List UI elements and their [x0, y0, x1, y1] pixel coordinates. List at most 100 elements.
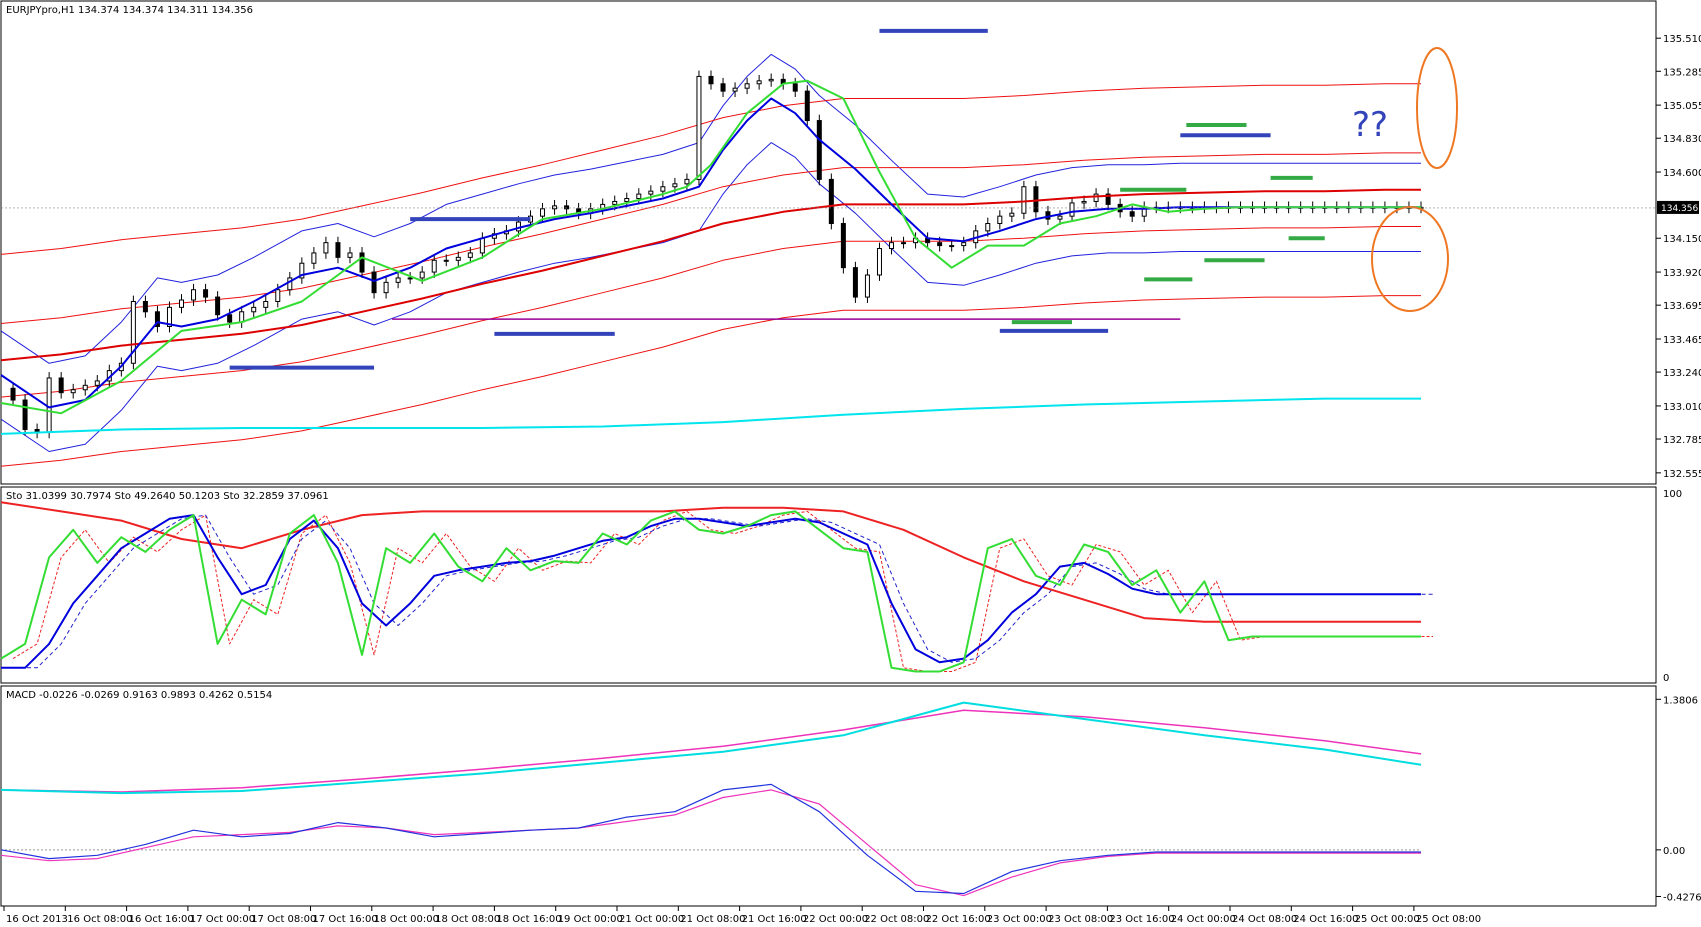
price-tick-label: 135.510 — [1663, 34, 1701, 45]
price-tick-label: 133.465 — [1663, 335, 1701, 346]
candle-body — [275, 289, 281, 302]
ma-long-line — [0, 397, 1421, 435]
candle-body — [383, 281, 389, 294]
candle-body — [142, 300, 148, 313]
red-band-0 — [0, 152, 1421, 324]
orange-ellipse-lower — [1371, 206, 1449, 312]
time-tick-label: 18 Oct 00:00 — [374, 914, 439, 925]
candle-body — [985, 223, 991, 232]
candle-body — [215, 296, 221, 316]
blue-band-lower — [0, 142, 1421, 452]
candle-body — [203, 289, 209, 298]
sto-mid-signal — [13, 514, 1433, 669]
candle-body — [997, 215, 1003, 225]
candle-body — [648, 190, 654, 195]
price-panel-frame — [0, 0, 1657, 485]
candle-body — [756, 80, 762, 85]
candle-body — [515, 221, 521, 232]
candle-body — [395, 277, 401, 283]
candle-body — [82, 384, 88, 391]
candle-body — [660, 186, 666, 192]
ma-mid-line — [0, 97, 1421, 409]
candle-body — [299, 262, 305, 279]
candle-body — [130, 300, 136, 364]
candle-body — [10, 387, 16, 401]
price-tick-label: 133.010 — [1663, 402, 1701, 413]
candle-body — [1129, 211, 1135, 217]
candle-body — [46, 377, 52, 433]
candle-body — [672, 183, 678, 188]
candle-body — [864, 274, 870, 298]
stochastic-title: Sto 31.0399 30.7974 Sto 49.2640 50.1203 … — [6, 491, 329, 502]
candle-body — [263, 300, 269, 308]
candle-body — [612, 200, 618, 205]
candle-body — [937, 242, 943, 247]
macd-pink-line — [0, 709, 1422, 793]
time-tick-label: 17 Oct 08:00 — [251, 914, 316, 925]
time-tick-label: 16 Oct 08:00 — [67, 914, 132, 925]
candle-body — [552, 205, 558, 210]
candle-body — [251, 306, 257, 313]
candle-body — [876, 248, 882, 276]
price-tick-label: 135.055 — [1663, 101, 1701, 112]
candle-body — [154, 311, 160, 327]
candle-body — [889, 242, 895, 250]
time-tick-label: 16 Oct 16:00 — [129, 914, 194, 925]
macd-osc-blue-line — [0, 783, 1421, 895]
candle-body — [407, 277, 413, 280]
candle-body — [696, 75, 702, 180]
candle-body — [455, 256, 461, 261]
price-title: EURJPYpro,H1 134.374 134.374 134.311 134… — [6, 5, 253, 16]
candle-body — [166, 306, 172, 327]
macd-tick-label: 0.00 — [1663, 846, 1685, 857]
time-tick-label: 17 Oct 16:00 — [313, 914, 378, 925]
time-tick-label: 21 Oct 00:00 — [619, 914, 684, 925]
red-band-1 — [0, 226, 1421, 398]
price-tick-label: 132.555 — [1663, 469, 1701, 480]
candle-body — [540, 208, 546, 217]
candle-body — [708, 75, 714, 85]
time-tick-label: 25 Oct 08:00 — [1416, 914, 1481, 925]
candle-body — [732, 87, 738, 92]
sto-mid-line — [1, 514, 1421, 669]
price-tick-label: 133.240 — [1663, 368, 1701, 379]
macd-cyan-line — [0, 701, 1422, 795]
candle-body — [852, 267, 858, 298]
stochastic-tick-label: 100 — [1663, 489, 1682, 500]
candle-body — [768, 78, 774, 82]
candle-body — [564, 205, 570, 210]
candle-body — [1093, 193, 1099, 202]
price-tick-label: 132.785 — [1663, 435, 1701, 446]
stochastic-panel-frame — [0, 486, 1657, 684]
sto-fast-signal — [12, 510, 1433, 672]
candle-body — [94, 380, 100, 386]
time-tick-label: 21 Oct 16:00 — [742, 914, 807, 925]
price-tick-label: 134.830 — [1663, 134, 1701, 145]
candle-body — [961, 242, 967, 247]
candle-body — [684, 178, 690, 185]
macd-title: MACD -0.0226 -0.0269 0.9163 0.9893 0.426… — [6, 690, 272, 701]
candle-body — [467, 252, 473, 258]
time-tick-label: 22 Oct 08:00 — [864, 914, 929, 925]
orange-ellipse-upper — [1416, 47, 1458, 169]
time-tick-label: 25 Oct 00:00 — [1355, 914, 1420, 925]
candle-body — [347, 252, 353, 258]
candle-body — [443, 259, 449, 262]
candle-body — [371, 271, 377, 294]
candle-body — [419, 271, 425, 279]
time-tick-label: 24 Oct 08:00 — [1232, 914, 1297, 925]
question-marks: ?? — [1352, 105, 1388, 145]
candle-body — [828, 178, 834, 225]
time-tick-label: 18 Oct 16:00 — [496, 914, 561, 925]
candle-body — [227, 314, 233, 323]
price-tick-label: 135.285 — [1663, 67, 1701, 78]
macd-tick-label: 1.3806 — [1663, 695, 1698, 706]
candle-body — [720, 83, 726, 92]
candle-body — [1033, 186, 1039, 213]
candle-body — [431, 259, 437, 273]
time-tick-label: 23 Oct 16:00 — [1109, 914, 1174, 925]
candle-body — [22, 399, 28, 430]
time-tick-label: 18 Oct 08:00 — [435, 914, 500, 925]
current-price-label: 134.356 — [1661, 204, 1698, 214]
candle-body — [311, 252, 317, 264]
